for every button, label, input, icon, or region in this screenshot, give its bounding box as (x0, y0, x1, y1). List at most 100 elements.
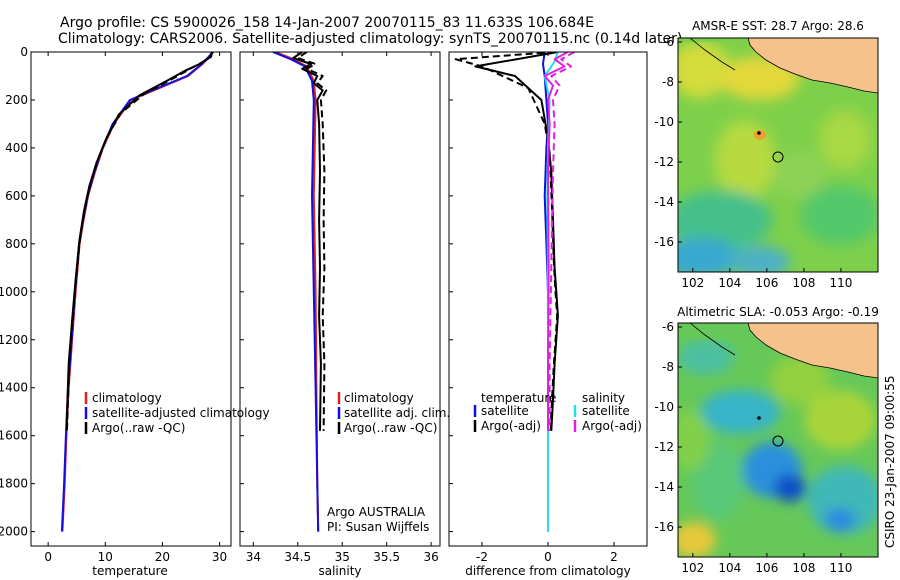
sst-map-x-tick-label: 106 (755, 276, 778, 290)
salinity-x-tick-label: 36 (423, 550, 438, 564)
temperature-axes-frame (30, 51, 232, 547)
salinity-legend-climatology: climatology (344, 391, 414, 405)
salinity-series-satellite-adj-clim (272, 52, 320, 532)
temperature-y-tick-label: 1800 (0, 477, 28, 491)
salinity-x-tick-label: 35 (335, 550, 350, 564)
sst-map-x-tick-label: 102 (681, 276, 704, 290)
sla-map-x-tick-label: 104 (718, 561, 741, 575)
difference-series-temperature-argo-adj-dashed (454, 52, 559, 431)
sst-map-y-tick-label: -14 (654, 195, 674, 209)
salinity-legend-satellite: satellite adj. clim. (344, 406, 450, 420)
sla-map-x-tick-label: 110 (830, 561, 853, 575)
salinity-axes-frame (239, 51, 441, 547)
sla-island-marker (757, 416, 761, 420)
sla-map-y-tick-label: -8 (662, 360, 674, 374)
header-line-2: Climatology: CARS2006. Satellite-adjuste… (58, 31, 682, 47)
sla-map-title: Altimetric SLA: -0.053 Argo: -0.19 (677, 305, 879, 319)
difference-legend-temperature-argo: Argo(-adj) (481, 419, 541, 433)
temperature-x-tick-label: 10 (98, 550, 113, 564)
sla-map-ticks: 102 104 106 108 110 -6 -8 -10 -12 -14 -16 (654, 320, 852, 575)
sst-map-x-tick-label: 110 (830, 276, 853, 290)
salinity-annotation-line-1: Argo AUSTRALIA (327, 505, 426, 519)
temperature-x-label: temperature (92, 564, 167, 578)
sst-map-title: AMSR-E SST: 28.7 Argo: 28.6 (692, 19, 864, 33)
credit-timestamp: CSIRO 23-Jan-2007 09:00:55 (883, 376, 897, 548)
sst-map-x-tick-label: 108 (792, 276, 815, 290)
sst-map-x-tick-label: 104 (718, 276, 741, 290)
salinity-x-tick-label: 34.5 (284, 550, 311, 564)
temperature-y-tick-label: 1000 (0, 285, 28, 299)
temperature-y-ticks: 0 200 400 600 800 1000 1200 1400 1600 1800 2000 (0, 45, 35, 539)
sst-map-y-tick-label: -6 (662, 35, 674, 49)
salinity-series (272, 52, 328, 532)
salinity-annotation-line-2: PI: Susan Wijffels (327, 520, 429, 534)
sst-map-ticks: 102 104 106 108 110 -6 -8 -10 -12 -14 -16 (654, 35, 852, 290)
difference-legend-temperature-title: temperature (481, 391, 556, 405)
sla-map-x-tick-label: 102 (681, 561, 704, 575)
temperature-legend-argo: Argo(..raw -QC) (92, 421, 185, 435)
temperature-series-satellite-adjusted-climatology (60, 52, 214, 532)
temperature-series (60, 52, 215, 532)
temperature-series-argo-raw-qc-dashed (66, 52, 214, 430)
salinity-series-climatology (275, 52, 320, 532)
sst-land-java (747, 38, 878, 94)
difference-x-ticks: -2 0 2 (449, 51, 618, 564)
sla-map-frame (677, 322, 879, 558)
temperature-x-tick-label: 0 (44, 550, 52, 564)
sla-argo-position-marker (772, 435, 784, 447)
sst-map-y-tick-label: -10 (654, 115, 674, 129)
difference-series-salinity-argo-adj-dashed (548, 52, 575, 431)
sla-map-y-tick-label: -14 (654, 480, 674, 494)
difference-legend: temperature satellite Argo(-adj) salinit… (473, 391, 642, 433)
salinity-x-tick-label: 34 (246, 550, 261, 564)
difference-legend-salinity-satellite: satellite (582, 404, 630, 418)
temperature-series-argo-raw-qc (65, 52, 214, 431)
difference-x-tick-label: 0 (544, 550, 552, 564)
sla-map-x-tick-label: 106 (755, 561, 778, 575)
difference-legend-salinity-title: salinity (582, 391, 625, 405)
sst-argo-position-marker (772, 151, 784, 163)
sst-map-y-tick-label: -12 (654, 155, 674, 169)
temperature-x-tick-label: 30 (212, 550, 227, 564)
temperature-x-ticks: 0 10 20 30 (44, 52, 227, 564)
temperature-x-tick-label: 20 (155, 550, 170, 564)
sst-heatmap-field (678, 38, 878, 272)
sla-land-java (747, 323, 878, 379)
sla-map-x-tick-label: 108 (792, 561, 815, 575)
temperature-legend-climatology: climatology (92, 391, 162, 405)
temperature-y-tick-label: 2000 (0, 525, 28, 539)
temperature-y-tick-label: 1400 (0, 381, 28, 395)
difference-x-tick-label: -2 (476, 550, 488, 564)
salinity-legend-argo: Argo(..raw -QC) (344, 421, 437, 435)
temperature-y-tick-label: 600 (5, 189, 28, 203)
sla-map-y-tick-label: -16 (654, 520, 674, 534)
salinity-x-ticks: 34 34.5 35 35.5 36 (240, 51, 439, 564)
sst-map-frame (677, 37, 879, 273)
sst-island-marker (757, 131, 761, 135)
temperature-y-tick-label: 400 (5, 141, 28, 155)
difference-x-label: difference from climatology (465, 564, 631, 578)
sla-map-panel: Altimetric SLA: -0.053 Argo: -0.19 (654, 305, 879, 575)
sst-map-y-tick-label: -16 (654, 235, 674, 249)
salinity-panel: 34 34.5 35 35.5 36 climatology satellite adj… (239, 51, 450, 578)
salinity-x-label: salinity (318, 564, 361, 578)
sla-map-y-tick-label: -10 (654, 400, 674, 414)
difference-axes-frame (448, 51, 648, 547)
temperature-series-climatology (61, 52, 215, 532)
temperature-y-tick-label: 1200 (0, 333, 28, 347)
temperature-y-tick-label: 0 (20, 45, 28, 59)
salinity-series-argo-raw-qc-dashed (296, 52, 328, 431)
temperature-legend: climatology satellite-adjusted climatolo… (84, 391, 270, 435)
sla-coastline (689, 323, 736, 356)
sla-map-y-tick-label: -6 (662, 320, 674, 334)
header-line-1: Argo profile: CS 5900026_158 14-Jan-2007… (60, 15, 594, 31)
salinity-legend: climatology satellite adj. clim. Argo(..… (337, 391, 450, 435)
temperature-y-tick-label: 800 (5, 237, 28, 251)
sst-coastline (689, 38, 736, 71)
temperature-panel: 0 200 400 600 800 1000 1200 1400 1600 1800 2000 0 1… (0, 45, 270, 578)
difference-series-salinity-argo-adj (543, 52, 569, 431)
temperature-y-tick-label: 1600 (0, 429, 28, 443)
salinity-series-argo-raw-qc (292, 52, 324, 431)
difference-panel: -2 0 2 temperature satellite Argo(-adj) sa… (448, 51, 648, 578)
